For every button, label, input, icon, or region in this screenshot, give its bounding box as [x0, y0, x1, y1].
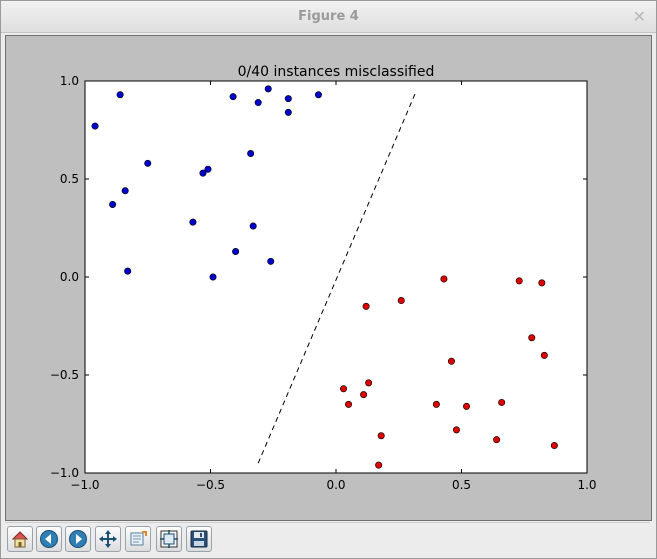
zoom-button[interactable] [125, 526, 151, 552]
blue-point [267, 257, 275, 265]
red-point [360, 391, 368, 399]
title-bar[interactable]: Figure 4 ✕ [1, 1, 656, 33]
blue-point [264, 85, 272, 93]
red-point [365, 379, 373, 387]
blue-point [109, 200, 117, 208]
red-point [340, 385, 348, 393]
arrow-left-icon [40, 530, 58, 548]
red-point [528, 334, 536, 342]
red-point [375, 461, 383, 469]
move-icon [99, 530, 117, 548]
blue-point [314, 91, 322, 99]
save-button[interactable] [186, 526, 212, 552]
forward-button[interactable] [65, 526, 91, 552]
subplots-icon [160, 530, 178, 548]
red-point [493, 436, 501, 444]
x-tick-label: −1.0 [70, 478, 99, 492]
x-tick-label: 1.0 [577, 478, 596, 492]
plot-area [85, 81, 587, 473]
blue-point [199, 169, 207, 177]
red-point [550, 442, 558, 450]
red-point [538, 279, 546, 287]
home-icon [11, 531, 29, 548]
x-tick-label: 0.5 [452, 478, 471, 492]
blue-point [284, 95, 292, 103]
home-button[interactable] [7, 526, 33, 552]
red-point [377, 432, 385, 440]
close-icon[interactable]: ✕ [632, 7, 646, 26]
blue-point [116, 91, 124, 99]
blue-point [204, 165, 212, 173]
red-point [540, 351, 548, 359]
y-tick-label: 0.0 [60, 270, 79, 284]
blue-point [144, 159, 152, 167]
arrow-right-icon [69, 530, 87, 548]
y-tick-label: 0.5 [60, 172, 79, 186]
floppy-disk-icon [190, 530, 208, 548]
red-point [515, 277, 523, 285]
decision-boundary-line [257, 90, 417, 464]
y-tick-label: 1.0 [60, 74, 79, 88]
zoom-rect-icon [130, 531, 147, 546]
x-tick-label: 0.0 [326, 478, 345, 492]
axes-frame [84, 80, 588, 474]
blue-point [91, 122, 99, 130]
y-tick-label: −0.5 [50, 368, 79, 382]
blue-point [232, 248, 240, 256]
blue-point [284, 108, 292, 116]
blue-point [209, 273, 217, 281]
red-point [440, 275, 448, 283]
red-point [397, 297, 405, 305]
red-point [498, 398, 506, 406]
scatter-plot: 0/40 instances misclassified −1.0 −0.5 0.0 0… [50, 64, 597, 492]
red-point [447, 357, 455, 365]
red-point [452, 426, 460, 434]
blue-point [121, 187, 129, 195]
window-title: Figure 4 [298, 9, 359, 24]
configure-subplots-button[interactable] [156, 526, 182, 552]
chart-title: 0/40 instances misclassified [238, 64, 435, 80]
red-point [463, 402, 471, 410]
back-button[interactable] [36, 526, 62, 552]
figure-canvas[interactable]: 0/40 instances misclassified −1.0 −0.5 0.0 0… [5, 35, 652, 521]
blue-point [249, 222, 257, 230]
blue-point [124, 267, 132, 275]
y-tick-label: −1.0 [50, 466, 79, 480]
x-tick-label: −0.5 [196, 478, 225, 492]
blue-point [247, 150, 255, 158]
blue-point [229, 93, 237, 101]
red-point [432, 400, 440, 408]
red-point [362, 302, 370, 310]
blue-point [254, 99, 262, 107]
pan-button[interactable] [95, 526, 121, 552]
navigation-toolbar [5, 522, 650, 557]
red-point [345, 400, 353, 408]
blue-point [189, 218, 197, 226]
